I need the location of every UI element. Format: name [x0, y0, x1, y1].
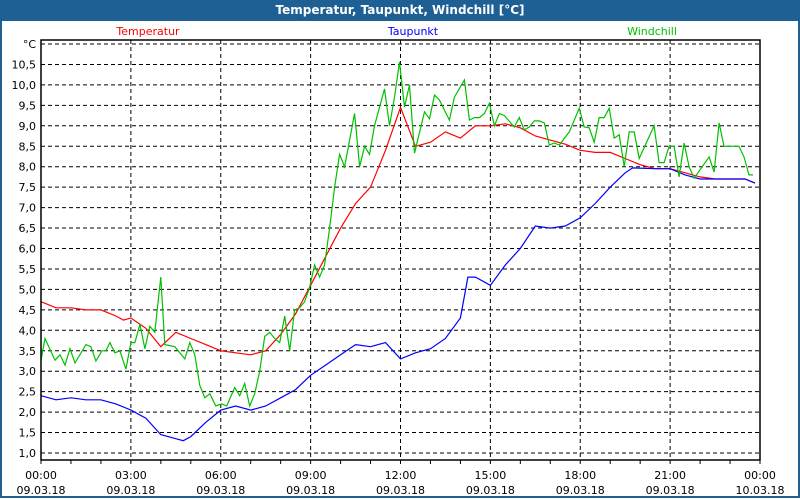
x-tick-date: 10.03.18 [736, 484, 785, 497]
x-tick-date: 09.03.18 [196, 484, 245, 497]
series-line-windchill [40, 61, 753, 409]
x-tick-date: 09.03.18 [556, 484, 605, 497]
x-tick-time: 18:00 [564, 469, 596, 482]
y-tick-label: 10,5 [12, 58, 37, 71]
y-tick-label: 9,5 [19, 99, 37, 112]
y-tick-label: 3,5 [19, 345, 37, 358]
y-tick-label: 8,0 [19, 161, 37, 174]
y-tick-label: 8,5 [19, 140, 37, 153]
y-tick-label: 2,5 [19, 386, 37, 399]
y-tick-label: 9,0 [19, 120, 37, 133]
y-tick-label: 5,5 [19, 263, 37, 276]
x-tick-time: 12:00 [385, 469, 417, 482]
x-tick-time: 03:00 [115, 469, 147, 482]
y-tick-label: 7,0 [19, 202, 37, 215]
y-tick-label: 1,0 [19, 447, 37, 460]
x-tick-date: 09.03.18 [106, 484, 155, 497]
x-tick-date: 09.03.18 [17, 484, 66, 497]
x-tick-date: 09.03.18 [466, 484, 515, 497]
y-tick-label: 1,5 [19, 427, 37, 440]
plot-border [40, 39, 761, 461]
legend-taupunkt: Taupunkt [387, 25, 439, 38]
window-title: Temperatur, Taupunkt, Windchill [°C] [0, 0, 800, 21]
x-tick-time: 15:00 [475, 469, 507, 482]
x-tick-time: 00:00 [25, 469, 57, 482]
y-tick-label: 4,0 [19, 324, 37, 337]
y-tick-label: 3,0 [19, 365, 37, 378]
y-tick-label: 4,5 [19, 304, 37, 317]
series-line-temperatur [40, 105, 756, 356]
x-tick-date: 09.03.18 [286, 484, 335, 497]
y-tick-label: 2,0 [19, 406, 37, 419]
y-tick-label: 5,0 [19, 283, 37, 296]
y-tick-label: 6,5 [19, 222, 37, 235]
x-tick-time: 06:00 [205, 469, 237, 482]
x-tick-time: 21:00 [654, 469, 686, 482]
y-tick-label: 6,0 [19, 243, 37, 256]
series-line-taupunkt [40, 167, 756, 442]
y-axis-unit: °C [23, 38, 37, 51]
y-tick-label: 10,0 [12, 79, 37, 92]
x-tick-time: 00:00 [744, 469, 776, 482]
legend-temperatur: Temperatur [115, 25, 180, 38]
x-tick-time: 09:00 [295, 469, 327, 482]
x-tick-date: 09.03.18 [646, 484, 695, 497]
x-tick-date: 09.03.18 [376, 484, 425, 497]
legend-windchill: Windchill [627, 25, 677, 38]
y-tick-label: 7,5 [19, 181, 37, 194]
